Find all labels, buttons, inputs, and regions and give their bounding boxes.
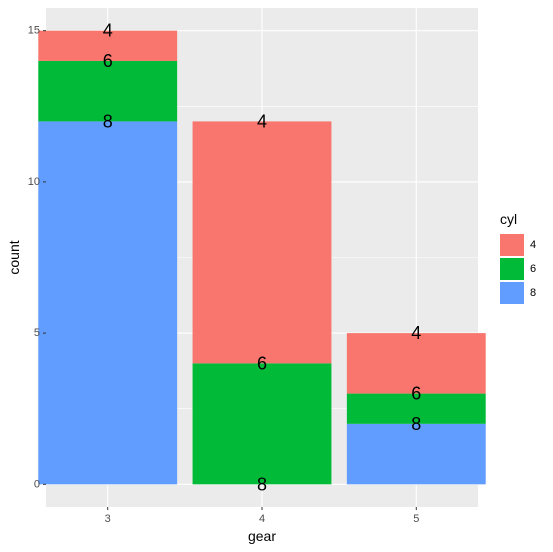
x-tick-label: 4 bbox=[259, 513, 265, 525]
x-tick-label: 5 bbox=[413, 513, 419, 525]
legend-title: cyl bbox=[500, 211, 517, 227]
bar-segment-gear-4-cyl-6 bbox=[192, 363, 332, 485]
axes: 0 5 10 15 3 4 5 bbox=[28, 25, 420, 525]
y-tick-label: 5 bbox=[34, 327, 40, 339]
data-label: 6 bbox=[411, 384, 421, 404]
y-tick-label: 15 bbox=[28, 25, 40, 37]
legend-key-4 bbox=[500, 234, 524, 256]
y-tick-label: 10 bbox=[28, 176, 40, 188]
data-label: 6 bbox=[103, 51, 113, 71]
data-labels: 4 6 8 4 6 8 4 6 8 bbox=[103, 21, 422, 495]
x-axis-title: gear bbox=[248, 528, 276, 544]
bar-segment-gear-3-cyl-4 bbox=[38, 30, 178, 61]
legend-key-6 bbox=[500, 258, 524, 280]
legend-label-6: 6 bbox=[530, 263, 536, 275]
bar-segment-gear-3-cyl-8 bbox=[38, 121, 178, 485]
data-label: 6 bbox=[257, 353, 267, 373]
data-label: 8 bbox=[103, 111, 113, 131]
x-tick-label: 3 bbox=[105, 513, 111, 525]
data-label: 4 bbox=[103, 21, 113, 41]
data-label: 8 bbox=[411, 414, 421, 434]
legend-label-8: 8 bbox=[530, 287, 536, 299]
data-label: 4 bbox=[257, 111, 267, 131]
bar-segment-gear-5-cyl-4 bbox=[346, 333, 486, 394]
y-axis-title: count bbox=[6, 240, 22, 274]
data-label: 4 bbox=[411, 323, 421, 343]
bar-segment-gear-3-cyl-6 bbox=[38, 60, 178, 122]
bar-segment-gear-5-cyl-6 bbox=[346, 393, 486, 424]
y-tick-label: 0 bbox=[34, 478, 40, 490]
bar-segment-gear-5-cyl-8 bbox=[346, 423, 486, 485]
legend-key-8 bbox=[500, 282, 524, 304]
bar-segment-gear-4-cyl-4 bbox=[192, 121, 332, 364]
data-label: 8 bbox=[257, 474, 267, 494]
legend-label-4: 4 bbox=[530, 239, 536, 251]
bars bbox=[38, 30, 486, 485]
legend: cyl 4 6 8 bbox=[500, 211, 536, 304]
